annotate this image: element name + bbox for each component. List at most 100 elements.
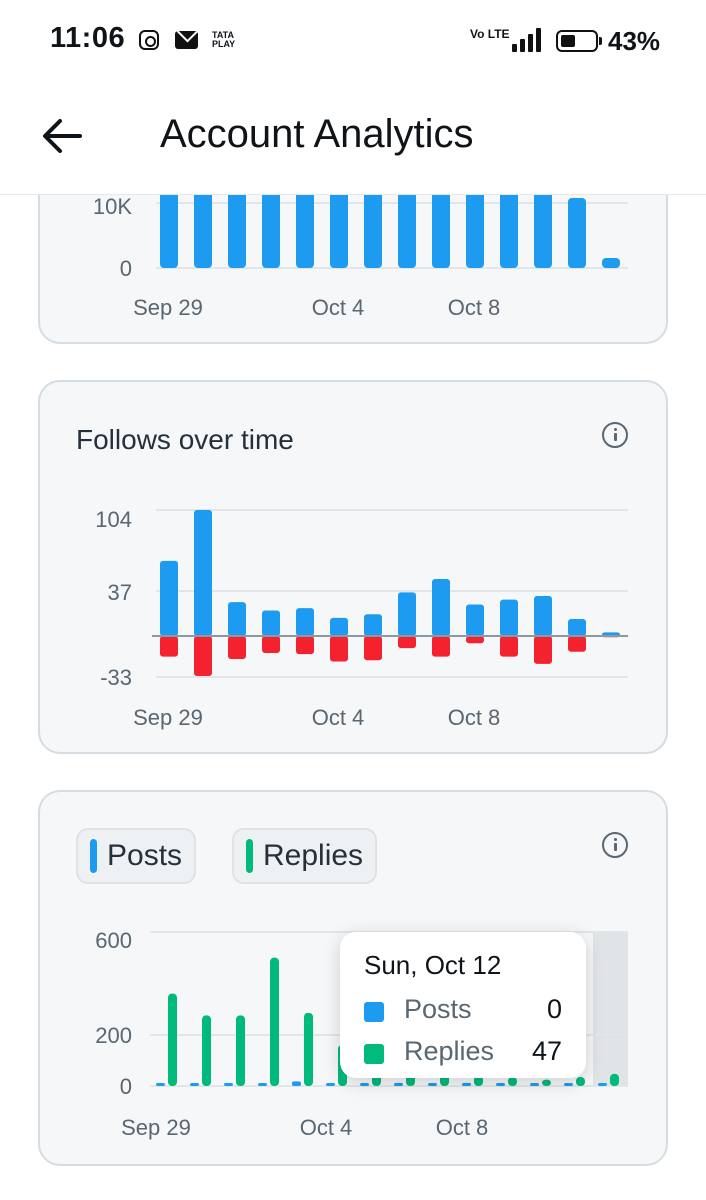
x-tick-label: Oct 8	[448, 705, 501, 730]
legend-swatch	[90, 839, 97, 873]
impressions-chart: 10K 0 Sep 29 Oct 4 Oct 8	[93, 182, 628, 320]
follows-bar-positive	[296, 608, 314, 636]
impressions-bar	[228, 182, 246, 268]
info-icon[interactable]	[602, 832, 628, 858]
follows-bar-negative	[398, 636, 416, 649]
posts-bar	[428, 1083, 437, 1086]
follows-bar-negative	[228, 636, 246, 660]
follows-bar-positive	[534, 596, 552, 636]
info-icon[interactable]	[602, 422, 628, 448]
follows-bar-positive	[500, 599, 518, 636]
impressions-bars	[160, 182, 620, 268]
follows-bar-positive	[466, 604, 484, 636]
follows-bar-negative	[534, 636, 552, 664]
follows-bar-positive	[364, 614, 382, 636]
impressions-bar	[568, 198, 586, 268]
replies-bar	[508, 1077, 517, 1086]
impressions-bar	[262, 182, 280, 268]
tooltip-swatch	[364, 1044, 384, 1064]
follows-bar-positive	[228, 602, 246, 636]
posts-bar	[462, 1082, 471, 1086]
impressions-bar	[500, 182, 518, 268]
impressions-bar	[534, 182, 552, 268]
follows-bar-positive	[262, 610, 280, 636]
chart-tooltip: Sun, Oct 12 Posts 0 Replies 47	[340, 932, 586, 1078]
battery-percent: 43%	[608, 26, 661, 56]
posts-bar	[292, 1081, 301, 1086]
arrow-left-icon[interactable]	[40, 114, 84, 158]
tooltip-date: Sun, Oct 12	[364, 950, 502, 980]
y-tick-label: 600	[95, 928, 132, 953]
legend-label: Replies	[263, 839, 364, 872]
mail-icon	[175, 31, 198, 49]
hover-highlight	[593, 932, 628, 1086]
battery-icon	[556, 30, 602, 52]
legend-label: Posts	[107, 839, 183, 872]
impressions-grid	[156, 202, 628, 269]
tata-play-icon: TATA PLAY	[212, 30, 236, 49]
tooltip-value: 0	[546, 994, 562, 1024]
posts-bar	[326, 1083, 335, 1086]
replies-bar	[202, 1015, 211, 1086]
tooltip-label: Replies	[404, 1036, 495, 1066]
impressions-bar	[296, 182, 314, 268]
app-header: Account Analytics	[0, 84, 706, 195]
follows-bar-positive	[568, 619, 586, 636]
legend-posts[interactable]: Posts	[76, 828, 197, 884]
follows-bar-positive	[194, 510, 212, 636]
impressions-bar	[432, 182, 450, 268]
x-tick-label: Sep 29	[133, 705, 203, 730]
battery-level	[561, 35, 575, 47]
replies-bar	[304, 1012, 313, 1086]
follows-bar-negative	[296, 636, 314, 655]
impressions-bar	[330, 182, 348, 268]
volte-icon: Vo LTE	[470, 27, 510, 41]
y-tick-label: 104	[95, 507, 132, 532]
impressions-bar	[364, 182, 382, 268]
follows-grid	[156, 509, 628, 678]
follows-bar-negative	[432, 636, 450, 657]
posts-bar	[224, 1083, 233, 1086]
posts-bar	[394, 1082, 403, 1086]
x-tick-label: Sep 29	[133, 295, 203, 320]
x-tick-label: Oct 4	[312, 705, 365, 730]
posts-bar	[360, 1083, 369, 1086]
y-tick-label: 10K	[93, 194, 132, 219]
legend-swatch	[246, 839, 253, 873]
posts-bar	[156, 1083, 165, 1086]
tooltip-row-replies: Replies 47	[364, 1036, 562, 1070]
impressions-bar	[398, 182, 416, 268]
replies-bar	[236, 1015, 245, 1086]
follows-bar-positive	[160, 560, 178, 636]
posts-bar	[564, 1083, 573, 1086]
follows-bar-negative	[364, 636, 382, 661]
x-tick-label: Oct 8	[448, 295, 501, 320]
follows-bar-negative	[160, 636, 178, 657]
tooltip-value: 47	[531, 1036, 562, 1066]
follows-bar-positive	[432, 579, 450, 636]
status-bar: 11:06 TATA PLAY Vo LTE 43%	[0, 0, 706, 84]
tooltip-row-posts: Posts 0	[364, 994, 562, 1028]
tooltip-label: Posts	[404, 994, 472, 1024]
posts-bar	[530, 1083, 539, 1086]
follows-bar-positive	[398, 592, 416, 636]
page-title: Account Analytics	[160, 112, 474, 156]
follows-bar-negative	[262, 636, 280, 653]
impressions-bar	[160, 182, 178, 268]
x-tick-label: Oct 4	[312, 295, 365, 320]
posts-bar	[598, 1083, 607, 1086]
x-tick-label: Oct 4	[300, 1115, 353, 1140]
replies-bar	[474, 1075, 483, 1086]
follows-bars	[160, 510, 620, 676]
instagram-icon	[139, 30, 159, 50]
follows-bar-negative	[500, 636, 518, 657]
follows-bar-positive	[330, 617, 348, 636]
impressions-bar	[466, 182, 484, 268]
status-time: 11:06	[50, 22, 126, 54]
follows-bar-negative	[330, 636, 348, 662]
legend-replies[interactable]: Replies	[232, 828, 378, 884]
replies-bar	[270, 957, 279, 1086]
follows-bar-negative	[568, 636, 586, 652]
posts-bar	[258, 1083, 267, 1086]
replies-bar	[576, 1077, 585, 1086]
